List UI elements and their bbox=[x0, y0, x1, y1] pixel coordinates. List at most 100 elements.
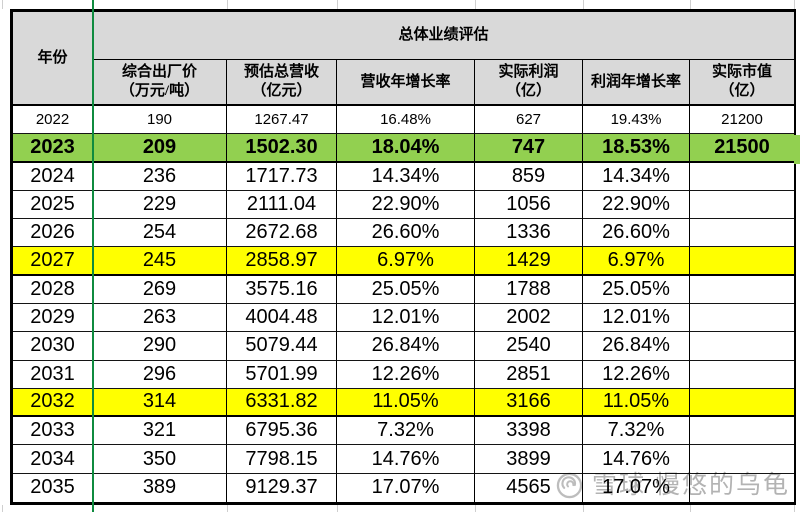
cell-price-2025[interactable]: 229 bbox=[93, 190, 227, 220]
cell-profit-2033[interactable]: 3398 bbox=[475, 417, 583, 446]
cell-profit-2032[interactable]: 3166 bbox=[475, 388, 583, 418]
cell-revenue-2035[interactable]: 9129.37 bbox=[227, 473, 337, 502]
cell-market_cap-2025[interactable] bbox=[690, 191, 794, 220]
cell-market_cap-2028[interactable] bbox=[690, 276, 794, 304]
column-header-price[interactable]: 综合出厂价 （万元/吨） bbox=[93, 60, 227, 106]
cell-rev_growth-2033[interactable]: 7.32% bbox=[337, 417, 475, 446]
cell-year-2030[interactable]: 2030 bbox=[13, 332, 93, 361]
cell-rev_growth-2028[interactable]: 25.05% bbox=[337, 275, 475, 304]
cell-profit-2035[interactable]: 4565 bbox=[475, 473, 583, 502]
cell-revenue-2027[interactable]: 2858.97 bbox=[227, 247, 337, 276]
cell-profit_growth-2029[interactable]: 12.01% bbox=[583, 304, 690, 333]
cell-revenue-2025[interactable]: 2111.04 bbox=[227, 190, 337, 220]
cell-price-2031[interactable]: 296 bbox=[93, 360, 227, 389]
cell-market_cap-2034[interactable] bbox=[690, 445, 794, 474]
cell-rev_growth-2035[interactable]: 17.07% bbox=[337, 473, 475, 502]
cell-price-2030[interactable]: 290 bbox=[93, 332, 227, 361]
cell-year-2033[interactable]: 2033 bbox=[13, 417, 93, 446]
cell-profit-2026[interactable]: 1336 bbox=[475, 219, 583, 248]
cell-year-2024[interactable]: 2024 bbox=[13, 162, 93, 191]
cell-year-2026[interactable]: 2026 bbox=[13, 219, 93, 248]
cell-rev_growth-2027[interactable]: 6.97% bbox=[337, 247, 475, 276]
cell-profit-2029[interactable]: 2002 bbox=[475, 304, 583, 333]
cell-profit_growth-2032[interactable]: 11.05% bbox=[583, 388, 690, 418]
cell-profit-2027[interactable]: 1429 bbox=[475, 247, 583, 276]
group-header-cell[interactable]: 总体业绩评估 bbox=[93, 12, 794, 60]
column-header-market_cap[interactable]: 实际市值 （亿） bbox=[690, 60, 794, 106]
column-header-profit_growth[interactable]: 利润年增长率 bbox=[583, 60, 690, 106]
cell-profit_growth-2035[interactable]: 17.07% bbox=[583, 473, 690, 502]
column-header-revenue[interactable]: 预估总营收 （亿元） bbox=[227, 60, 337, 106]
column-header-rev_growth[interactable]: 营收年增长率 bbox=[337, 60, 475, 106]
column-header-profit[interactable]: 实际利润 （亿） bbox=[475, 60, 583, 106]
cell-profit-2023[interactable]: 747 bbox=[475, 134, 583, 163]
cell-year-2031[interactable]: 2031 bbox=[13, 360, 93, 389]
cell-market_cap-2035[interactable] bbox=[690, 474, 794, 502]
cell-rev_growth-2026[interactable]: 26.60% bbox=[337, 219, 475, 248]
cell-profit_growth-2023[interactable]: 18.53% bbox=[583, 134, 690, 163]
cell-revenue-2033[interactable]: 6795.36 bbox=[227, 417, 337, 446]
cell-market_cap-2030[interactable] bbox=[690, 332, 794, 361]
cell-rev_growth-2030[interactable]: 26.84% bbox=[337, 332, 475, 361]
cell-profit_growth-2027[interactable]: 6.97% bbox=[583, 247, 690, 276]
cell-market_cap-2022[interactable]: 21200 bbox=[690, 106, 794, 135]
cell-profit-2024[interactable]: 859 bbox=[475, 162, 583, 191]
cell-year-2027[interactable]: 2027 bbox=[13, 247, 93, 276]
cell-profit-2034[interactable]: 3899 bbox=[475, 445, 583, 474]
cell-rev_growth-2025[interactable]: 22.90% bbox=[337, 190, 475, 220]
cell-price-2032[interactable]: 314 bbox=[93, 388, 227, 418]
cell-profit_growth-2025[interactable]: 22.90% bbox=[583, 190, 690, 220]
cell-revenue-2028[interactable]: 3575.16 bbox=[227, 275, 337, 304]
cell-year-2025[interactable]: 2025 bbox=[13, 190, 93, 220]
cell-revenue-2032[interactable]: 6331.82 bbox=[227, 388, 337, 418]
cell-market_cap-2024[interactable] bbox=[690, 163, 794, 191]
cell-revenue-2034[interactable]: 7798.15 bbox=[227, 445, 337, 474]
cell-price-2026[interactable]: 254 bbox=[93, 219, 227, 248]
cell-price-2028[interactable]: 269 bbox=[93, 275, 227, 304]
cell-price-2024[interactable]: 236 bbox=[93, 162, 227, 191]
cell-market_cap-2027[interactable] bbox=[690, 247, 794, 276]
cell-market_cap-2026[interactable] bbox=[690, 219, 794, 248]
cell-revenue-2031[interactable]: 5701.99 bbox=[227, 360, 337, 389]
cell-rev_growth-2029[interactable]: 12.01% bbox=[337, 304, 475, 333]
cell-year-2022[interactable]: 2022 bbox=[13, 106, 93, 135]
cell-market_cap-2033[interactable] bbox=[690, 417, 794, 446]
cell-profit_growth-2026[interactable]: 26.60% bbox=[583, 219, 690, 248]
cell-year-2034[interactable]: 2034 bbox=[13, 445, 93, 474]
cell-profit-2025[interactable]: 1056 bbox=[475, 190, 583, 220]
cell-profit-2028[interactable]: 1788 bbox=[475, 275, 583, 304]
cell-year-2023[interactable]: 2023 bbox=[13, 134, 93, 163]
cell-profit_growth-2024[interactable]: 14.34% bbox=[583, 162, 690, 191]
cell-profit_growth-2028[interactable]: 25.05% bbox=[583, 275, 690, 304]
cell-revenue-2029[interactable]: 4004.48 bbox=[227, 304, 337, 333]
cell-profit-2030[interactable]: 2540 bbox=[475, 332, 583, 361]
cell-revenue-2026[interactable]: 2672.68 bbox=[227, 219, 337, 248]
cell-price-2033[interactable]: 321 bbox=[93, 417, 227, 446]
cell-price-2034[interactable]: 350 bbox=[93, 445, 227, 474]
cell-profit_growth-2034[interactable]: 14.76% bbox=[583, 445, 690, 474]
cell-profit_growth-2033[interactable]: 7.32% bbox=[583, 417, 690, 446]
cell-rev_growth-2023[interactable]: 18.04% bbox=[337, 134, 475, 163]
year-header-cell[interactable]: 年份 bbox=[13, 12, 93, 106]
cell-price-2027[interactable]: 245 bbox=[93, 247, 227, 276]
cell-year-2029[interactable]: 2029 bbox=[13, 304, 93, 333]
cell-year-2028[interactable]: 2028 bbox=[13, 275, 93, 304]
cell-revenue-2024[interactable]: 1717.73 bbox=[227, 162, 337, 191]
cell-price-2023[interactable]: 209 bbox=[93, 134, 227, 163]
cell-profit_growth-2030[interactable]: 26.84% bbox=[583, 332, 690, 361]
cell-price-2022[interactable]: 190 bbox=[93, 106, 227, 135]
cell-year-2032[interactable]: 2032 bbox=[13, 388, 93, 418]
cell-profit_growth-2022[interactable]: 19.43% bbox=[583, 106, 690, 135]
cell-year-2035[interactable]: 2035 bbox=[13, 473, 93, 502]
cell-rev_growth-2034[interactable]: 14.76% bbox=[337, 445, 475, 474]
cell-revenue-2023[interactable]: 1502.30 bbox=[227, 134, 337, 163]
cell-rev_growth-2022[interactable]: 16.48% bbox=[337, 106, 475, 135]
cell-market_cap-2023[interactable]: 21500 bbox=[690, 134, 794, 163]
cell-revenue-2022[interactable]: 1267.47 bbox=[227, 106, 337, 135]
cell-revenue-2030[interactable]: 5079.44 bbox=[227, 332, 337, 361]
cell-profit-2031[interactable]: 2851 bbox=[475, 360, 583, 389]
cell-rev_growth-2024[interactable]: 14.34% bbox=[337, 162, 475, 191]
cell-rev_growth-2031[interactable]: 12.26% bbox=[337, 360, 475, 389]
cell-price-2035[interactable]: 389 bbox=[93, 473, 227, 502]
cell-market_cap-2031[interactable] bbox=[690, 361, 794, 389]
